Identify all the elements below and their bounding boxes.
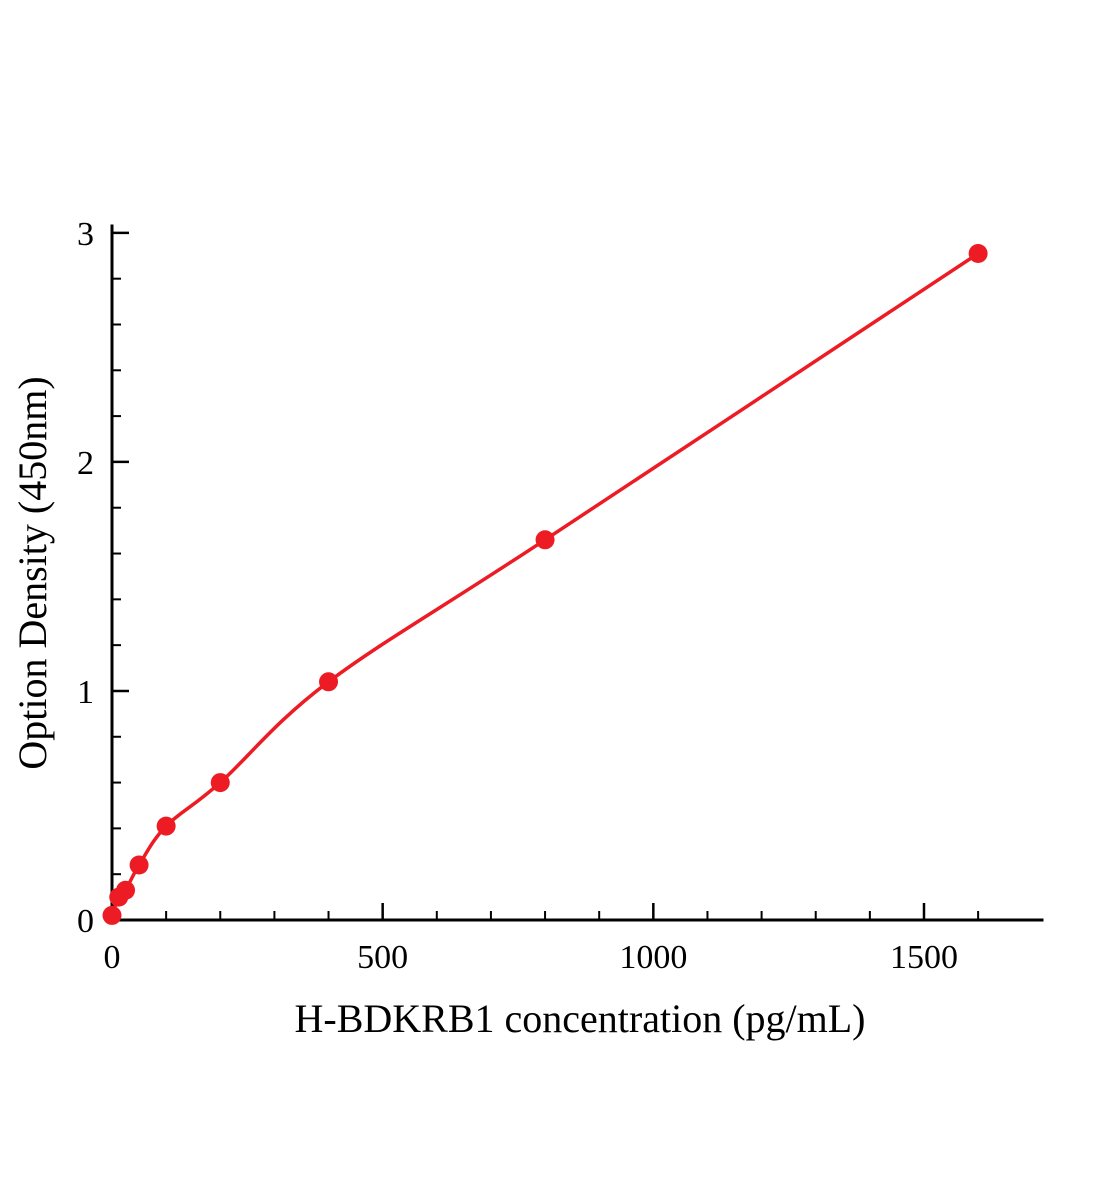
data-point-marker xyxy=(129,855,149,875)
y-tick-label: 0 xyxy=(77,903,94,940)
y-tick-label: 3 xyxy=(77,216,94,253)
data-point-marker xyxy=(535,530,555,550)
axis-spines xyxy=(110,224,1044,922)
y-axis-label: Option Density (450nm) xyxy=(10,376,55,769)
fit-curve xyxy=(110,251,980,918)
data-point-marker xyxy=(968,243,988,263)
data-point-marker xyxy=(116,880,136,900)
x-tick-label: 1500 xyxy=(890,939,958,976)
x-tick-label: 500 xyxy=(357,939,408,976)
data-point-marker xyxy=(102,905,122,925)
data-point-marker xyxy=(210,773,230,793)
x-tick-label: 1000 xyxy=(619,939,687,976)
data-point-marker xyxy=(156,816,176,836)
plot-layer: 0 500 1000 1500 0 1 2 3 xyxy=(77,216,1044,976)
x-axis-label: H-BDKRB1 concentration (pg/mL) xyxy=(295,996,866,1041)
x-tick-label: 0 xyxy=(104,939,121,976)
y-tick-label: 1 xyxy=(77,674,94,711)
y-tick-label: 2 xyxy=(77,445,94,482)
data-point-marker xyxy=(319,672,339,692)
